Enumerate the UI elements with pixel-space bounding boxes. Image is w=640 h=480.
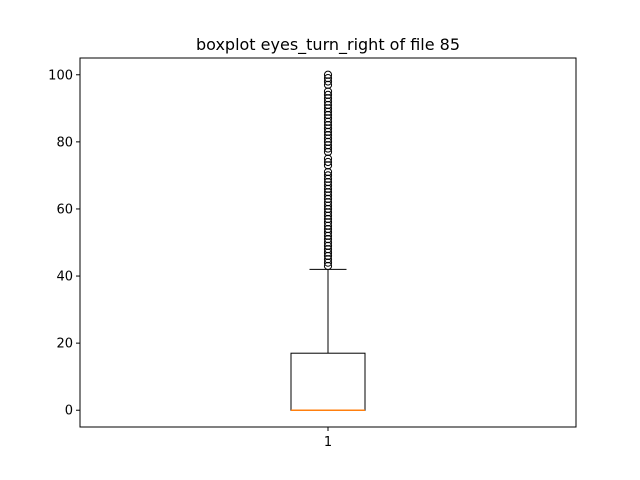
y-axis: 0 20 40 60 80 100 <box>48 68 80 419</box>
outlier-point <box>323 90 333 100</box>
y-tick-label: 0 <box>65 404 73 419</box>
y-tick-label: 80 <box>56 135 73 150</box>
outlier-point <box>323 74 333 83</box>
x-tick-label: 1 <box>324 435 332 450</box>
y-tick-label: 100 <box>48 68 73 83</box>
chart-title: boxplot eyes_turn_right of file 85 <box>196 35 460 55</box>
y-tick-label: 60 <box>56 202 73 217</box>
outlier-point <box>323 171 333 180</box>
boxplot-marks <box>290 70 366 411</box>
x-axis: 1 <box>324 427 332 450</box>
outlier-point <box>323 70 333 79</box>
y-tick-label: 20 <box>56 337 73 352</box>
outlier-point <box>323 157 333 167</box>
iqr-box <box>290 352 366 411</box>
y-tick-label: 40 <box>56 270 73 285</box>
